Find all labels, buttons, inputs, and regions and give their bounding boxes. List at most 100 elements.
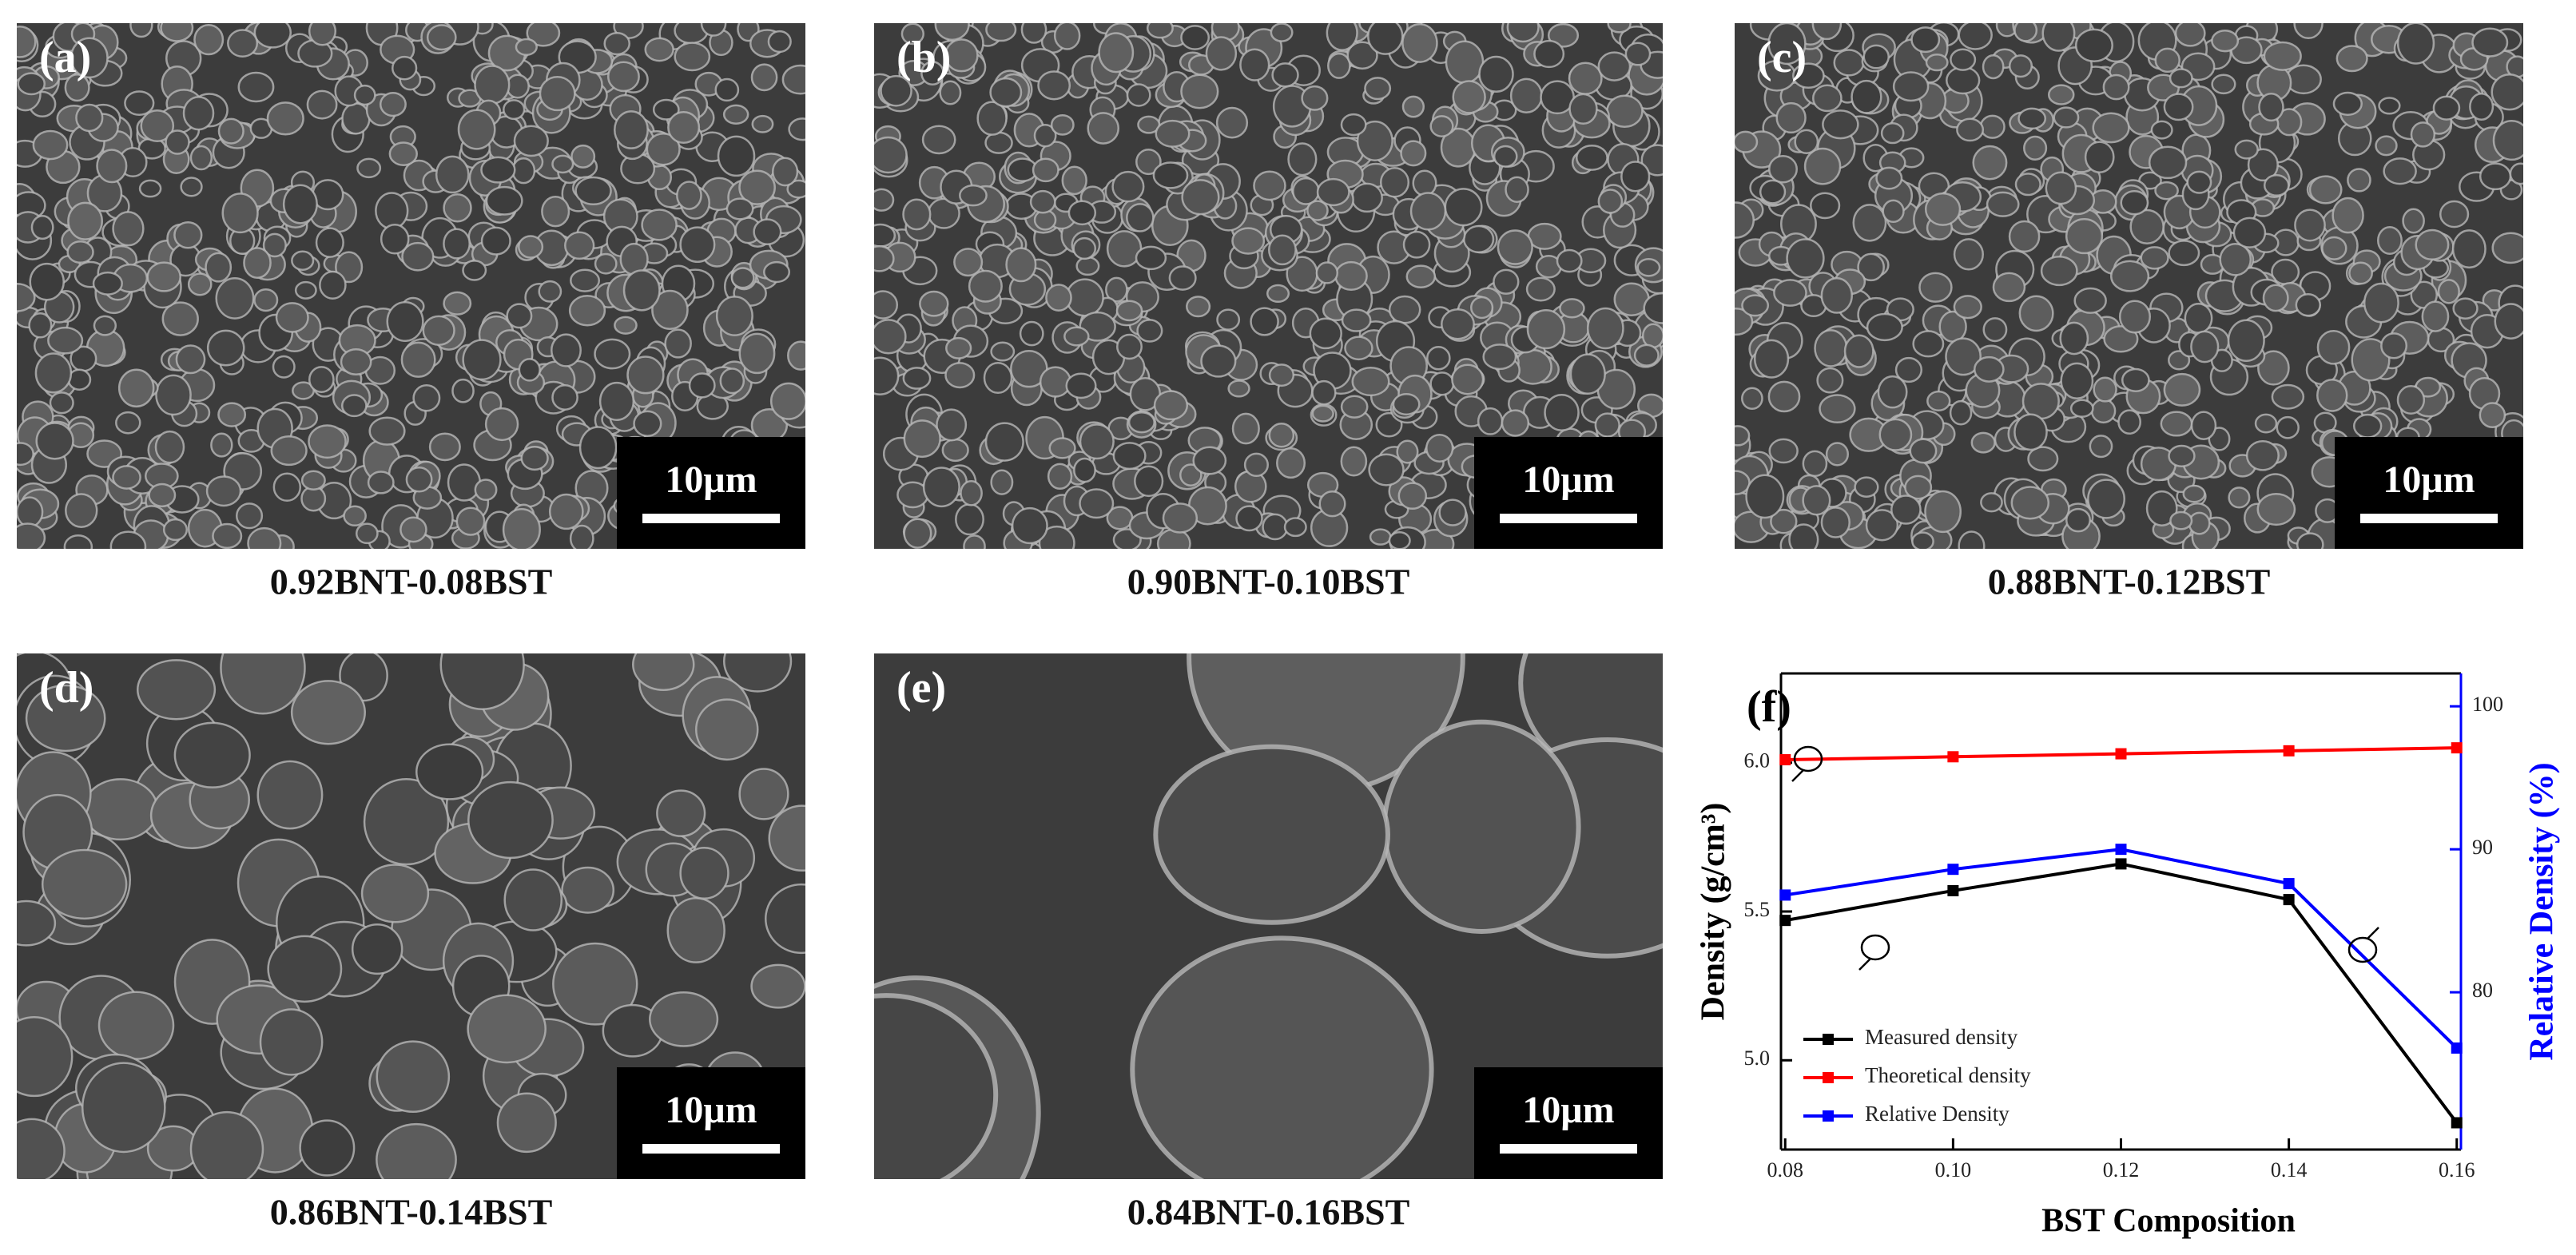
grain	[1892, 71, 1930, 102]
grain	[2053, 106, 2080, 129]
grain	[1462, 224, 1495, 253]
grain	[1641, 323, 1663, 349]
grain	[1412, 169, 1437, 197]
grain	[518, 235, 544, 259]
grain	[1833, 49, 1865, 77]
grain	[443, 228, 471, 260]
grain	[622, 269, 661, 312]
grain	[570, 268, 601, 292]
grain	[1155, 119, 1191, 148]
grain	[1854, 476, 1879, 498]
grain	[1753, 339, 1790, 379]
grain	[2492, 120, 2523, 161]
x-tick-label: 0.12	[2103, 1158, 2140, 1182]
grain	[1105, 276, 1128, 303]
grain	[356, 157, 382, 179]
grain	[2084, 141, 2115, 173]
grain	[1904, 475, 1933, 500]
grain	[2402, 208, 2425, 234]
grain	[1636, 257, 1661, 277]
grain	[664, 328, 692, 359]
grain	[2219, 242, 2252, 276]
grain	[1509, 77, 1543, 114]
grain	[1426, 346, 1451, 371]
grain	[1759, 179, 1787, 205]
grain	[667, 110, 701, 144]
grain	[719, 367, 745, 395]
grain	[1741, 294, 1770, 317]
grain	[1067, 200, 1097, 226]
grain	[63, 534, 93, 549]
grain	[2069, 399, 2094, 418]
grain	[189, 145, 213, 171]
grain	[1767, 23, 1807, 66]
grain	[351, 923, 403, 975]
grain	[117, 368, 155, 408]
grain	[649, 991, 719, 1047]
x-tick-label: 0.08	[1767, 1158, 1804, 1182]
grain	[1945, 337, 1982, 376]
grain	[2047, 84, 2075, 105]
grain	[1910, 26, 1941, 54]
grain	[1063, 326, 1090, 347]
grain	[1065, 372, 1097, 399]
grain	[1327, 52, 1351, 79]
grain	[503, 99, 526, 121]
grain	[652, 98, 680, 121]
grain	[1379, 167, 1410, 198]
grain	[765, 883, 805, 955]
grain	[1079, 423, 1115, 460]
grain	[594, 252, 618, 275]
grain	[2254, 413, 2278, 434]
grain	[786, 179, 805, 199]
grain	[2316, 379, 2348, 412]
grain	[41, 848, 128, 920]
grain	[2308, 175, 2343, 205]
grain	[2363, 282, 2399, 324]
grain	[2040, 256, 2078, 287]
grain	[2163, 372, 2201, 407]
grain	[129, 23, 153, 38]
grain	[212, 522, 243, 549]
grain	[1181, 179, 1220, 216]
grain	[1890, 494, 1922, 525]
grain	[1401, 95, 1425, 118]
grain	[161, 301, 199, 336]
grain	[1368, 453, 1405, 487]
grain	[2378, 97, 2401, 115]
chart-title: (f)	[1747, 682, 1791, 732]
grain	[2018, 295, 2054, 332]
x-axis-label: BST Composition	[2041, 1203, 2296, 1240]
grain	[1162, 502, 1199, 534]
grain	[2109, 260, 2150, 292]
grain	[1606, 94, 1644, 129]
grain	[412, 384, 441, 412]
grain	[474, 65, 511, 105]
grain	[2140, 246, 2169, 270]
grain	[1235, 505, 1263, 532]
grain	[292, 381, 315, 400]
grain	[2023, 135, 2048, 161]
grain	[2145, 490, 2178, 526]
grain	[874, 319, 907, 355]
grain	[768, 804, 805, 872]
grain	[1953, 295, 1982, 320]
grain	[1735, 470, 1751, 495]
grain	[1786, 238, 1825, 279]
y-axis-label: Density (g/cm³)	[1695, 803, 1732, 1021]
grain	[903, 518, 932, 549]
grain	[1820, 506, 1851, 538]
grain	[1127, 411, 1155, 434]
grain	[173, 220, 203, 249]
grain	[294, 280, 317, 300]
grain	[984, 131, 1013, 154]
grain	[1409, 192, 1447, 231]
grain	[1812, 84, 1843, 113]
grain	[165, 129, 190, 155]
grain	[1231, 227, 1266, 255]
grain	[676, 181, 702, 210]
series-line	[1784, 848, 2459, 1050]
grain	[306, 89, 338, 120]
grain	[319, 270, 347, 300]
grain	[1497, 229, 1533, 265]
